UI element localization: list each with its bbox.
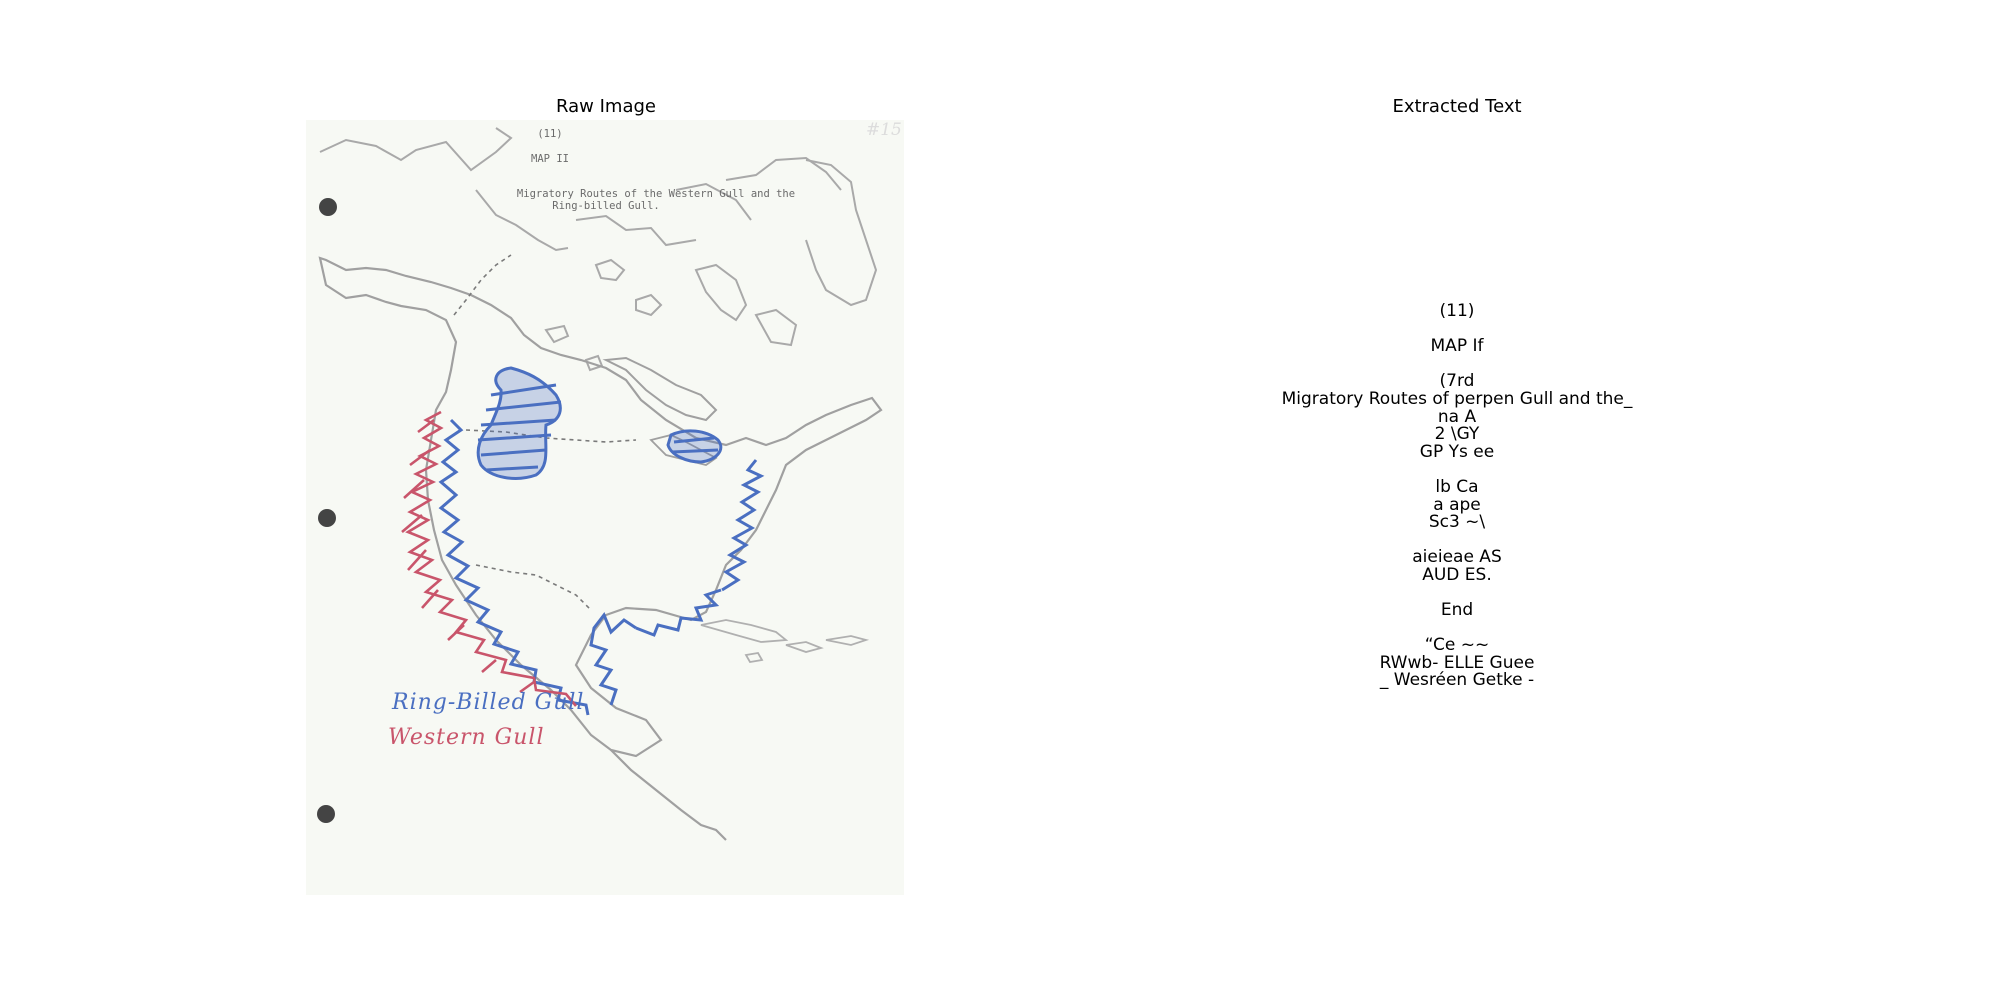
legend-ring-billed-gull: Ring-Billed Gull: [392, 690, 585, 715]
ocr-line: AUD ES.: [1422, 564, 1492, 585]
ocr-line: na A: [1437, 406, 1477, 427]
raw-image-title: Raw Image: [556, 96, 656, 117]
north-america-outline: [318, 256, 883, 758]
ocr-line: _ Wesréen Getke -: [1379, 670, 1535, 691]
doc-title-line1: Migratory Routes of the Western Gull and…: [516, 188, 796, 200]
ocr-line: lb Ca: [1435, 476, 1479, 497]
binder-hole: [317, 805, 335, 823]
extracted-text-title: Extracted Text: [1392, 96, 1522, 117]
ocr-line: (11): [1439, 301, 1475, 321]
ocr-line: (7rd: [1439, 371, 1475, 392]
ocr-line: Migratory Routes of perpen Gull and the_: [1281, 388, 1633, 409]
doc-corner-note: #15: [866, 120, 902, 140]
ocr-line: RWwb- ELLE Guee: [1379, 652, 1535, 673]
ocr-line: Sc3 ~\: [1428, 512, 1486, 533]
ocr-line: aieieae AS: [1412, 547, 1502, 568]
doc-title-line2: Ring-billed Gull.: [552, 200, 660, 212]
doc-map-label: MAP II: [531, 153, 569, 165]
central-america-outline: [610, 749, 727, 841]
caribbean-outline: [700, 619, 870, 663]
ocr-line: 2 \GY: [1434, 424, 1480, 445]
raw-image-scan: (11) MAP II Migratory Routes of the West…: [306, 120, 904, 895]
western-gull-range: [401, 410, 577, 707]
legend-western-gull: Western Gull: [388, 725, 545, 750]
binder-hole: [319, 198, 337, 216]
ocr-line: “Ce ~~: [1424, 635, 1490, 656]
borders-dashed: [453, 254, 637, 611]
coastline-outline: [319, 127, 878, 372]
ocr-line: End: [1440, 600, 1474, 621]
ocr-line: MAP If: [1430, 336, 1484, 357]
ring-billed-gull-ranges: [438, 366, 765, 716]
ocr-line: a ape: [1433, 494, 1481, 515]
ocr-line: GP Ys ee: [1419, 441, 1495, 462]
extracted-text-block: (11) MAP If (7rd Migratory Routes of per…: [1157, 301, 1757, 691]
map-drawing: [317, 127, 883, 841]
hudson-bay-outline: [602, 356, 718, 422]
binder-hole: [318, 509, 336, 527]
doc-page-number: (11): [537, 128, 563, 140]
